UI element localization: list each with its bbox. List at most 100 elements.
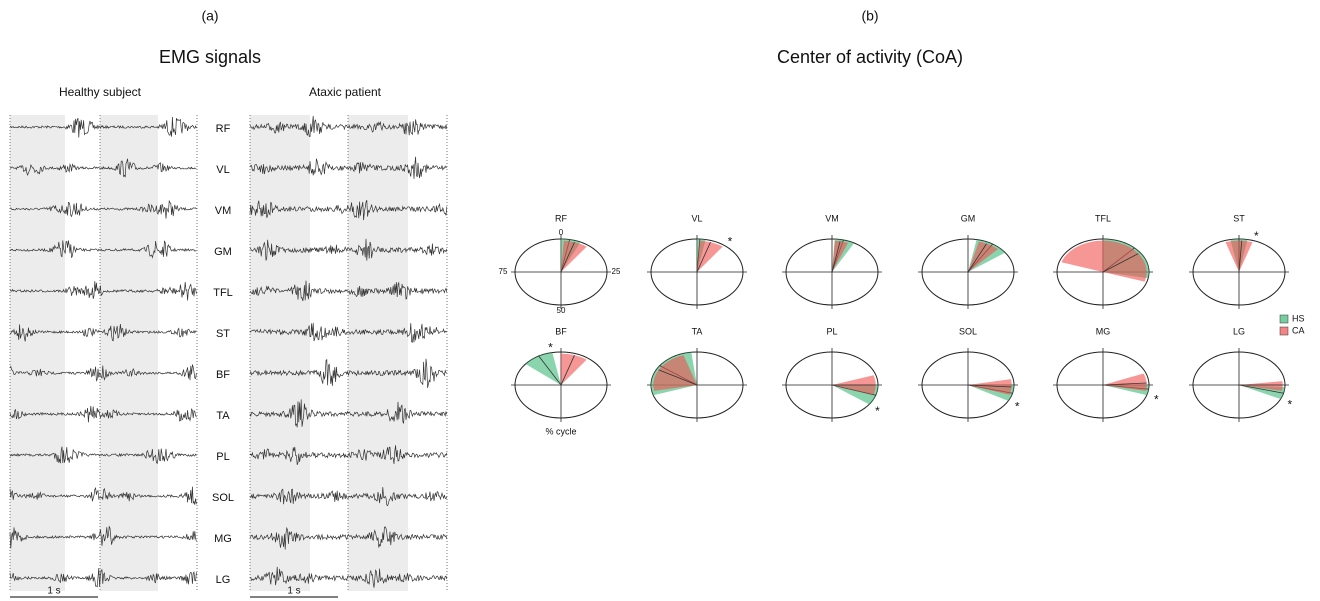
muscle-label: BF bbox=[216, 369, 230, 381]
emg-trace bbox=[249, 487, 448, 507]
significance: * bbox=[1154, 393, 1159, 407]
emg-trace bbox=[9, 323, 197, 342]
muscle-label: LG bbox=[1233, 326, 1245, 336]
emg-trace bbox=[249, 115, 448, 138]
muscle-label: LG bbox=[216, 574, 231, 586]
panel-label: (b) bbox=[861, 8, 878, 24]
significance: * bbox=[875, 404, 880, 418]
group-label: Ataxic patient bbox=[309, 85, 382, 99]
sector-ca bbox=[968, 241, 998, 272]
sector-ca bbox=[561, 240, 587, 272]
muscle-label: SOL bbox=[959, 326, 977, 336]
sector-ca bbox=[697, 240, 723, 272]
emg-trace bbox=[249, 526, 448, 550]
stance-shade bbox=[10, 115, 65, 591]
significance: * bbox=[1015, 400, 1020, 414]
emg-trace bbox=[9, 281, 197, 301]
clock-tick: 25 bbox=[612, 267, 621, 276]
legend-swatch bbox=[1279, 326, 1289, 336]
significance: * bbox=[728, 235, 733, 249]
muscle-label: VM bbox=[215, 205, 232, 217]
sector-ca bbox=[1239, 381, 1283, 391]
muscle-label: PL bbox=[216, 451, 229, 463]
muscle-label: PL bbox=[826, 326, 837, 336]
mean-line bbox=[696, 242, 711, 273]
clock-tick: 50 bbox=[557, 306, 566, 315]
scale-bar-label: 1 s bbox=[287, 586, 300, 597]
muscle-label: ST bbox=[216, 328, 230, 340]
muscle-label: GM bbox=[214, 246, 232, 258]
emg-trace bbox=[9, 116, 197, 138]
clock-tick: 0 bbox=[559, 228, 564, 237]
emg-trace bbox=[249, 199, 448, 221]
emg-trace bbox=[249, 566, 448, 588]
stance-shade bbox=[100, 115, 158, 591]
muscle-label: TFL bbox=[213, 287, 233, 299]
significance: * bbox=[1287, 397, 1292, 411]
sector-ca bbox=[561, 353, 587, 385]
emg-trace bbox=[9, 199, 197, 219]
muscle-label: VM bbox=[825, 213, 839, 223]
emg-trace bbox=[9, 486, 197, 505]
muscle-label: TA bbox=[692, 326, 703, 336]
muscle-label: VL bbox=[216, 164, 229, 176]
emg-trace bbox=[249, 399, 448, 428]
sector-ca bbox=[653, 355, 697, 391]
muscle-label: TA bbox=[216, 410, 230, 422]
muscle-label: ST bbox=[1233, 213, 1245, 223]
panel-title: Center of activity (CoA) bbox=[777, 47, 963, 67]
significance: * bbox=[1254, 229, 1259, 243]
group-label: Healthy subject bbox=[59, 85, 142, 99]
muscle-label: MG bbox=[1096, 326, 1111, 336]
emg-trace bbox=[9, 567, 197, 588]
emg-trace bbox=[9, 446, 197, 465]
clock-tick: 75 bbox=[499, 267, 508, 276]
muscle-label: GM bbox=[961, 213, 976, 223]
emg-trace bbox=[9, 364, 197, 382]
emg-trace bbox=[249, 445, 448, 466]
mean-line bbox=[967, 384, 1012, 388]
legend-label: CA bbox=[1292, 325, 1305, 335]
mean-line bbox=[1238, 240, 1243, 273]
emg-trace bbox=[9, 240, 197, 259]
sector-hs bbox=[525, 352, 561, 385]
mean-line bbox=[560, 242, 575, 273]
mean-line bbox=[1102, 253, 1139, 273]
emg-trace bbox=[249, 156, 448, 179]
mean-line bbox=[538, 355, 562, 386]
emg-trace bbox=[249, 280, 448, 302]
mean-line bbox=[560, 355, 575, 386]
sector-ca bbox=[1103, 373, 1147, 391]
mean-line bbox=[967, 243, 987, 273]
stance-shade bbox=[250, 115, 310, 591]
muscle-label: RF bbox=[555, 213, 567, 223]
emg-trace bbox=[9, 158, 197, 178]
muscle-label: SOL bbox=[212, 492, 234, 504]
muscle-label: RF bbox=[216, 123, 231, 135]
sector-ca bbox=[832, 240, 849, 272]
mean-line bbox=[831, 241, 841, 273]
emg-trace bbox=[249, 322, 448, 343]
sector-ca bbox=[1225, 240, 1253, 272]
legend-label: HS bbox=[1292, 313, 1305, 323]
scale-bar-label: 1 s bbox=[47, 586, 60, 597]
legend-swatch bbox=[1279, 314, 1289, 324]
emg-trace bbox=[9, 405, 197, 423]
muscle-label: MG bbox=[214, 533, 232, 545]
emg-trace bbox=[249, 358, 447, 388]
mean-line bbox=[658, 369, 698, 386]
sector-ca bbox=[1061, 240, 1147, 282]
stance-shade bbox=[348, 115, 408, 591]
panel-label: (a) bbox=[201, 8, 218, 24]
sector-ca bbox=[968, 379, 1012, 395]
muscle-label: TFL bbox=[1095, 213, 1111, 223]
significance: * bbox=[548, 341, 553, 355]
mean-line bbox=[1238, 384, 1284, 394]
emg-trace bbox=[249, 238, 448, 261]
emg-trace bbox=[9, 525, 197, 549]
axis-label: % cycle bbox=[545, 426, 576, 436]
panel-title: EMG signals bbox=[159, 47, 261, 67]
muscle-label: BF bbox=[555, 326, 567, 336]
muscle-label: VL bbox=[691, 213, 702, 223]
